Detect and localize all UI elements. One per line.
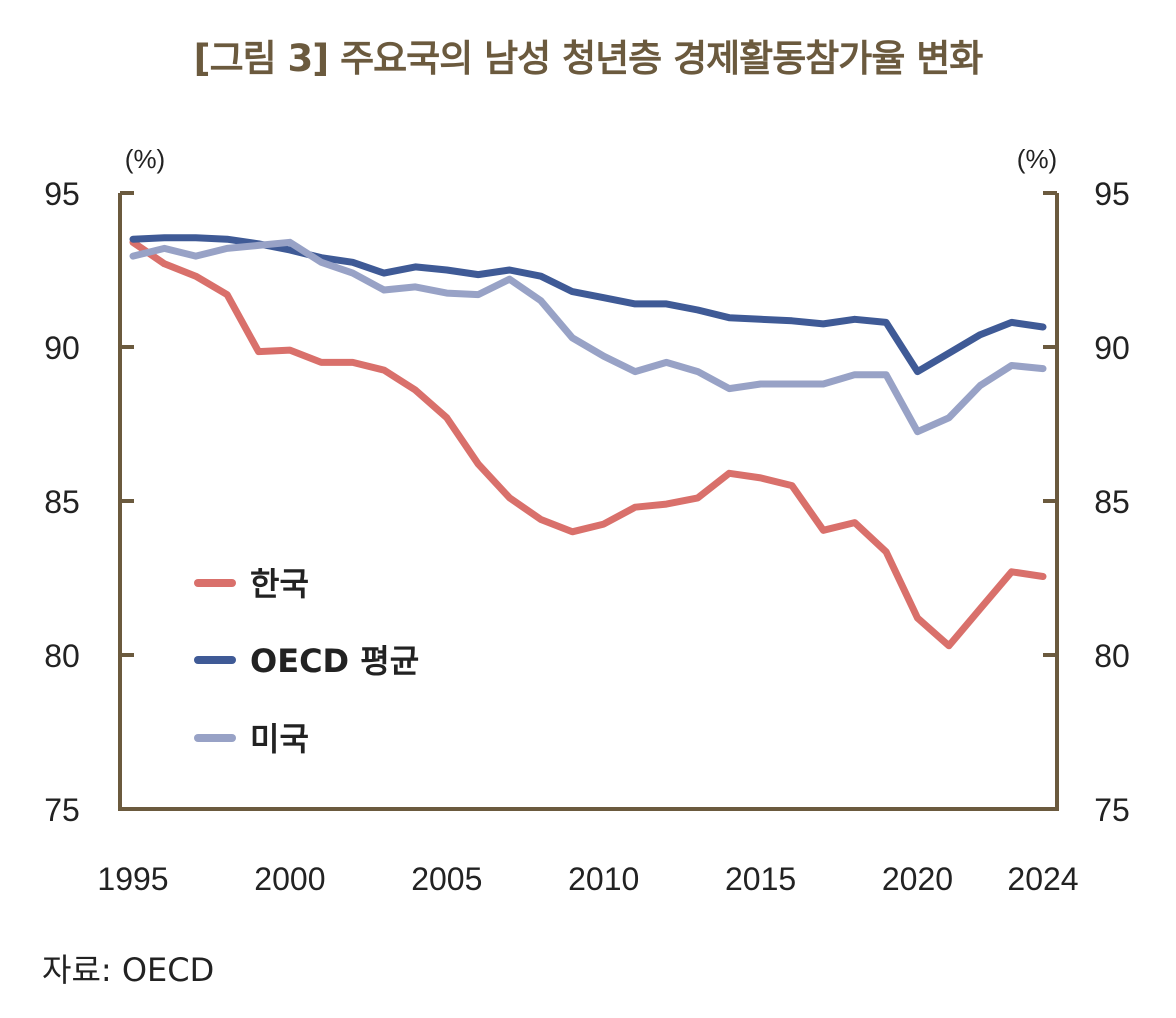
y-tick-label-right: 95 <box>1094 176 1130 212</box>
y-tick-label-right: 85 <box>1094 484 1130 520</box>
x-tick-label: 1995 <box>97 861 168 897</box>
series-line-미국 <box>129 238 1047 436</box>
y-tick-label-right: 90 <box>1094 330 1130 366</box>
y-tick-label-left: 95 <box>44 176 80 212</box>
y-tick-label-right: 75 <box>1094 792 1130 828</box>
x-tick-label: 2015 <box>725 861 796 897</box>
source-note: 자료: OECD <box>42 951 215 989</box>
y-tick-label-left: 85 <box>44 484 80 520</box>
legend-label: 한국 <box>250 565 309 603</box>
x-tick-label: 2005 <box>411 861 482 897</box>
series-line-한국 <box>129 238 1047 650</box>
y-tick-label-left: 90 <box>44 330 80 366</box>
legend-label: OECD 평균 <box>250 642 419 680</box>
y-tick-label-left: 75 <box>44 792 80 828</box>
x-tick-label: 2000 <box>254 861 325 897</box>
y-axis-unit-right: (%) <box>1017 144 1057 174</box>
y-axis-unit-left: (%) <box>125 144 165 174</box>
x-tick-label: 2024 <box>1007 861 1078 897</box>
x-tick-label: 2010 <box>568 861 639 897</box>
y-tick-label-right: 80 <box>1094 638 1130 674</box>
x-tick-label: 2020 <box>882 861 953 897</box>
legend-label: 미국 <box>250 720 309 758</box>
series-line-OECD 평균 <box>129 234 1047 376</box>
y-tick-label-left: 80 <box>44 638 80 674</box>
chart-title: [그림 3] 주요국의 남성 청년층 경제활동참가율 변화 <box>193 37 984 80</box>
